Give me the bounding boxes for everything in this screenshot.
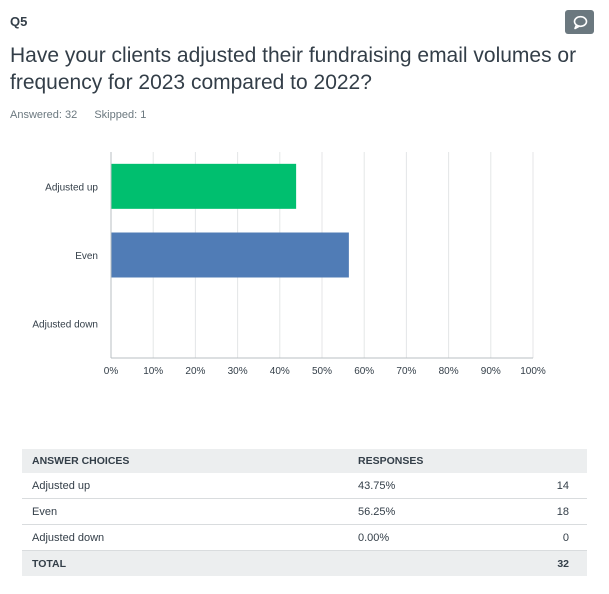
header-count <box>518 449 587 473</box>
question-number: Q5 <box>10 14 28 29</box>
x-tick-label: 40% <box>270 366 290 377</box>
x-tick-label: 70% <box>396 366 416 377</box>
x-tick-label: 10% <box>143 366 163 377</box>
header-responses: RESPONSES <box>348 449 518 473</box>
x-tick-label: 100% <box>520 366 546 377</box>
x-tick-label: 90% <box>481 366 501 377</box>
table-row: Even 56.25% 18 <box>22 498 587 525</box>
row-count: 14 <box>518 473 587 499</box>
row-count: 18 <box>518 498 587 525</box>
table-header-row: ANSWER CHOICES RESPONSES <box>22 449 587 473</box>
header-answer-choices: ANSWER CHOICES <box>22 449 348 473</box>
x-tick-label: 60% <box>354 366 374 377</box>
bar-adjusted-up <box>111 163 297 209</box>
bar-chart: 0% 10% 20% 30% 40% 50% 60% 70% 80% 90% 100% Adjuste… <box>32 152 546 377</box>
responses-table: ANSWER CHOICES RESPONSES Adjusted up 43.… <box>22 449 587 576</box>
question-title: Have your clients adjusted their fundrai… <box>10 44 577 94</box>
row-choice: Adjusted up <box>22 473 348 499</box>
response-stats: Answered: 32 Skipped: 1 <box>10 109 160 121</box>
category-label: Adjusted up <box>45 182 98 193</box>
total-count: 32 <box>518 550 587 576</box>
category-label: Even <box>75 251 98 262</box>
comment-button[interactable] <box>565 10 594 34</box>
x-tick-label: 50% <box>312 366 332 377</box>
row-count: 0 <box>518 524 587 551</box>
row-choice: Even <box>22 498 348 525</box>
total-spacer <box>348 550 518 576</box>
row-percent: 0.00% <box>348 524 518 551</box>
row-choice: Adjusted down <box>22 524 348 551</box>
answered-count: Answered: 32 <box>10 109 78 121</box>
bar-even <box>111 232 349 278</box>
row-percent: 43.75% <box>348 473 518 499</box>
category-label: Adjusted down <box>32 320 98 331</box>
table-row: Adjusted up 43.75% 14 <box>22 473 587 499</box>
total-row: TOTAL 32 <box>22 550 587 576</box>
total-label: TOTAL <box>22 550 348 576</box>
x-tick-label: 0% <box>104 366 119 377</box>
row-percent: 56.25% <box>348 498 518 525</box>
x-tick-label: 80% <box>439 366 459 377</box>
x-tick-label: 30% <box>228 366 248 377</box>
skipped-count: Skipped: 1 <box>94 109 147 121</box>
speech-bubble-icon <box>573 15 587 29</box>
table-row: Adjusted down 0.00% 0 <box>22 524 587 551</box>
x-tick-label: 20% <box>185 366 205 377</box>
